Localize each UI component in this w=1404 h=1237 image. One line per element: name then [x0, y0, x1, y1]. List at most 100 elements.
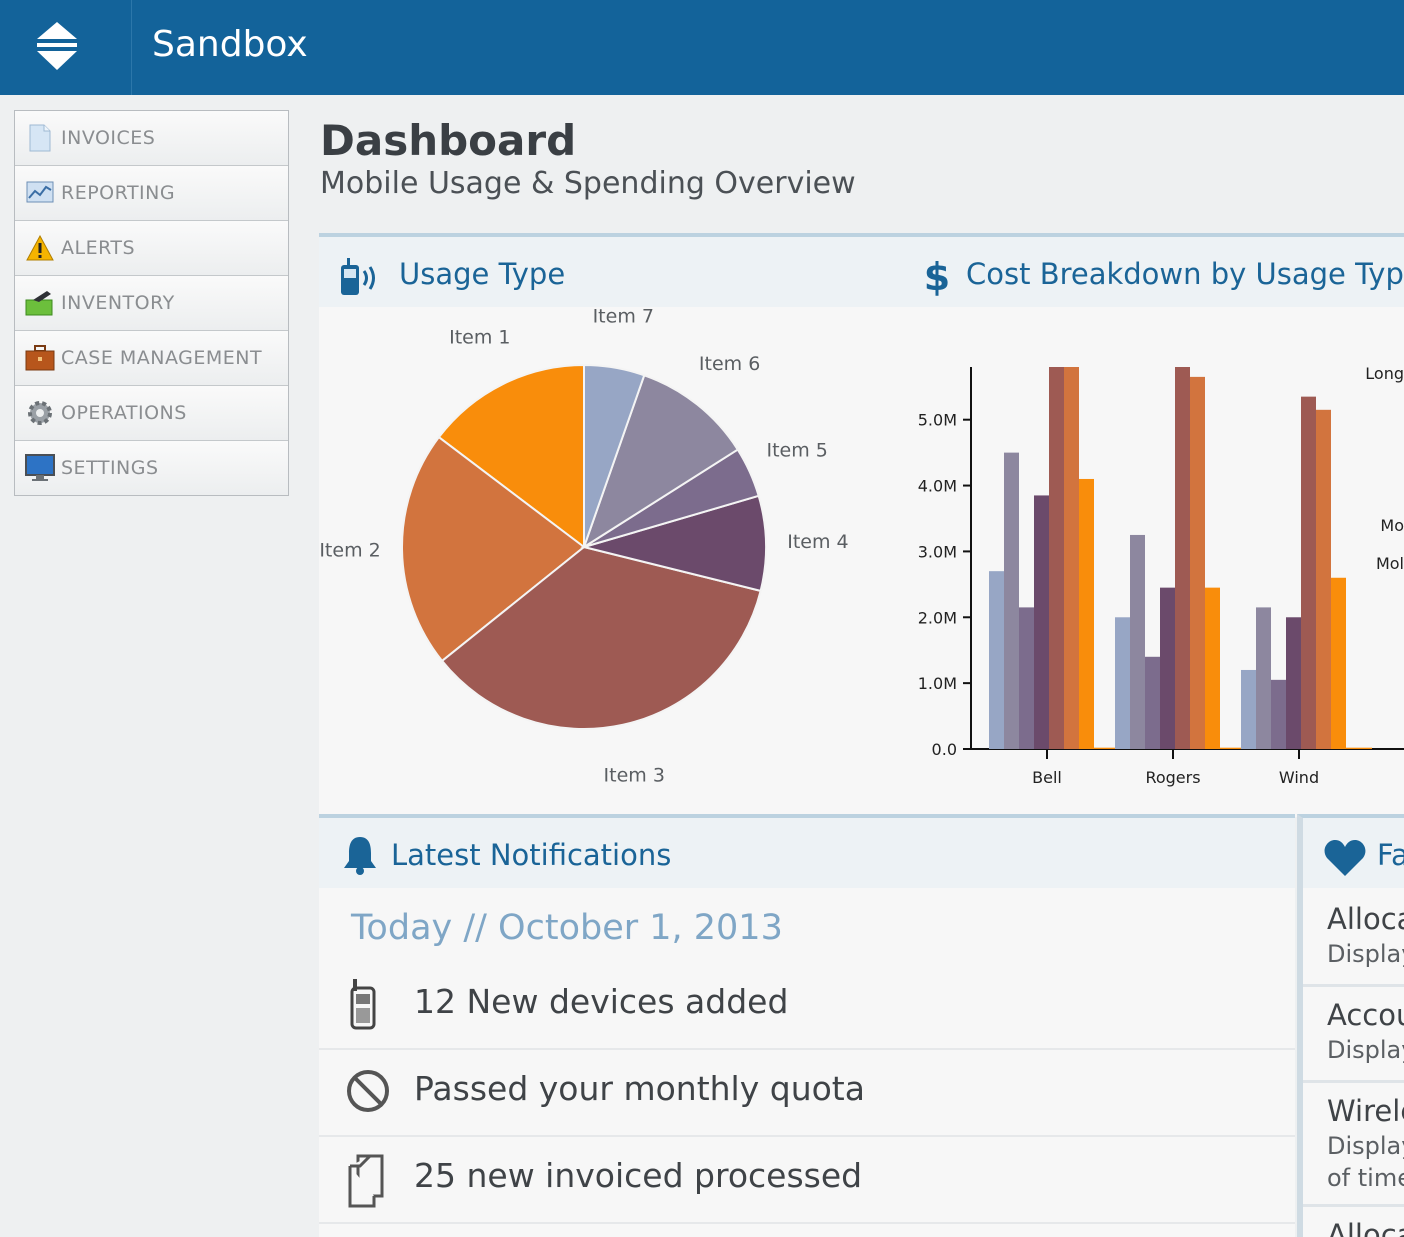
notification-text: 25 new invoiced processed [414, 1156, 863, 1195]
bar[interactable] [1346, 747, 1372, 749]
sidebar-item-label: INVOICES [61, 127, 156, 149]
svg-text:$: $ [924, 257, 950, 297]
sidebar-item-alerts[interactable]: ALERTS [15, 221, 288, 276]
chart-icon [25, 178, 55, 208]
bar[interactable] [1145, 656, 1160, 749]
notifications-date: Today // October 1, 2013 [351, 908, 783, 948]
sidebar-item-invoices[interactable]: INVOICES [15, 111, 288, 166]
notification-item[interactable]: Passed your monthly quota [319, 1051, 1295, 1137]
favorite-item[interactable]: Wirele Display of time [1303, 1084, 1404, 1207]
favorite-title: Wirele [1327, 1094, 1404, 1128]
sidebar-item-label: REPORTING [61, 182, 176, 204]
usage-pie-chart: Item 1 Item 2 Item 3 Item 4 Item 5 Item 6 Item… [319, 307, 848, 787]
pie-slice[interactable] [437, 363, 585, 550]
monitor-icon [25, 453, 55, 483]
bar[interactable] [1004, 452, 1019, 749]
bar[interactable] [1316, 409, 1331, 749]
app-title: Sandbox [152, 24, 308, 65]
gear-icon [25, 398, 55, 428]
sidebar-item-case-management[interactable]: CASE MANAGEMENT [15, 331, 288, 386]
bar[interactable] [1049, 367, 1064, 749]
pie-label: Item 3 [604, 765, 665, 787]
sidebar: INVOICES REPORTING ALERTS INVENTORY CASE… [14, 110, 289, 496]
inventory-icon [25, 288, 55, 318]
legend-label: Long [1365, 364, 1404, 383]
bar[interactable] [1064, 367, 1079, 749]
favorite-item[interactable]: Alloca Display [1303, 892, 1404, 987]
y-tick-label: 3.0M [918, 542, 957, 561]
sidebar-item-operations[interactable]: OPERATIONS [15, 386, 288, 441]
bar[interactable] [1241, 669, 1256, 749]
favorite-item[interactable]: Accou Display [1303, 988, 1404, 1083]
bar[interactable] [1019, 607, 1034, 749]
bar[interactable] [1271, 679, 1286, 749]
sidebar-item-label: SETTINGS [61, 457, 159, 479]
favorite-title: Alloca [1327, 1218, 1404, 1237]
y-tick-label: 5.0M [918, 411, 957, 430]
notification-text: Passed your monthly quota [414, 1069, 865, 1108]
favorites-panel: Fa Alloca Display Accou Display Wirele D… [1297, 814, 1404, 1237]
x-tick-label: Rogers [1145, 768, 1200, 787]
mobile-phone-icon [350, 979, 376, 1030]
y-tick-label: 4.0M [918, 477, 957, 496]
page-title: Dashboard [320, 116, 577, 165]
cost-breakdown-title: Cost Breakdown by Usage Typ [966, 257, 1404, 291]
sidebar-item-label: CASE MANAGEMENT [61, 347, 263, 369]
bar[interactable] [1079, 478, 1094, 749]
bar[interactable] [1286, 617, 1301, 749]
favorite-desc-2: of time [1327, 1164, 1404, 1192]
bell-icon [344, 837, 376, 875]
favorite-item[interactable]: Alloca [1303, 1208, 1404, 1237]
notifications-header [319, 818, 1295, 888]
y-tick-label: 1.0M [918, 674, 957, 693]
pie-slice[interactable] [582, 373, 740, 550]
top-bar: Sandbox [0, 0, 1404, 95]
favorite-desc: Display [1327, 940, 1404, 968]
bar[interactable] [1094, 747, 1120, 749]
bar[interactable] [1205, 587, 1220, 749]
bar[interactable] [1160, 587, 1175, 749]
page-subtitle: Mobile Usage & Spending Overview [320, 166, 856, 201]
bar[interactable] [989, 571, 1004, 749]
pie-label: Item 4 [787, 531, 848, 553]
cost-bar-chart: 0.0 1.0M 2.0M 3.0M 4.0M 5.0M Bell Rogers Wind Lon… [918, 364, 1404, 787]
sidebar-item-reporting[interactable]: REPORTING [15, 166, 288, 221]
bar[interactable] [1301, 396, 1316, 749]
usage-type-title: Usage Type [399, 257, 566, 291]
prohibited-icon [347, 1070, 389, 1112]
legend-label: Mol [1376, 554, 1404, 573]
pie-label: Item 1 [449, 326, 510, 348]
sidebar-item-label: INVENTORY [61, 292, 175, 314]
pie-slice[interactable] [401, 435, 586, 663]
sidebar-item-settings[interactable]: SETTINGS [15, 441, 288, 495]
pie-slice[interactable] [440, 545, 762, 730]
favorite-title: Alloca [1327, 902, 1404, 936]
x-tick-label: Wind [1279, 768, 1319, 787]
logo[interactable] [0, 0, 132, 95]
charts-panel-header [319, 237, 1404, 307]
bar[interactable] [1115, 617, 1130, 749]
notification-item[interactable]: 25 new invoiced processed [319, 1138, 1295, 1224]
documents-icon [348, 1154, 384, 1208]
bar[interactable] [1130, 534, 1145, 749]
pie-slice[interactable] [580, 494, 767, 593]
bar[interactable] [1175, 367, 1190, 749]
sidebar-item-inventory[interactable]: INVENTORY [15, 276, 288, 331]
favorite-desc: Display [1327, 1132, 1404, 1160]
favorite-title: Accou [1327, 998, 1404, 1032]
warning-icon [25, 233, 55, 263]
bar[interactable] [1331, 577, 1346, 749]
pie-label: Item 7 [593, 307, 654, 327]
pie-label: Item 5 [766, 440, 827, 462]
bar[interactable] [1220, 747, 1246, 749]
favorites-title: Fa [1377, 838, 1404, 872]
notifications-panel: Latest Notifications Today // October 1,… [319, 814, 1295, 1237]
pie-slice[interactable] [583, 363, 646, 548]
bar[interactable] [1190, 376, 1205, 749]
dollar-icon: $ [924, 257, 950, 297]
pie-label: Item 6 [699, 353, 760, 375]
logo-icon [37, 22, 77, 70]
notification-item[interactable]: 12 New devices added [319, 964, 1295, 1050]
bar[interactable] [1256, 607, 1271, 749]
bar[interactable] [1034, 495, 1049, 749]
